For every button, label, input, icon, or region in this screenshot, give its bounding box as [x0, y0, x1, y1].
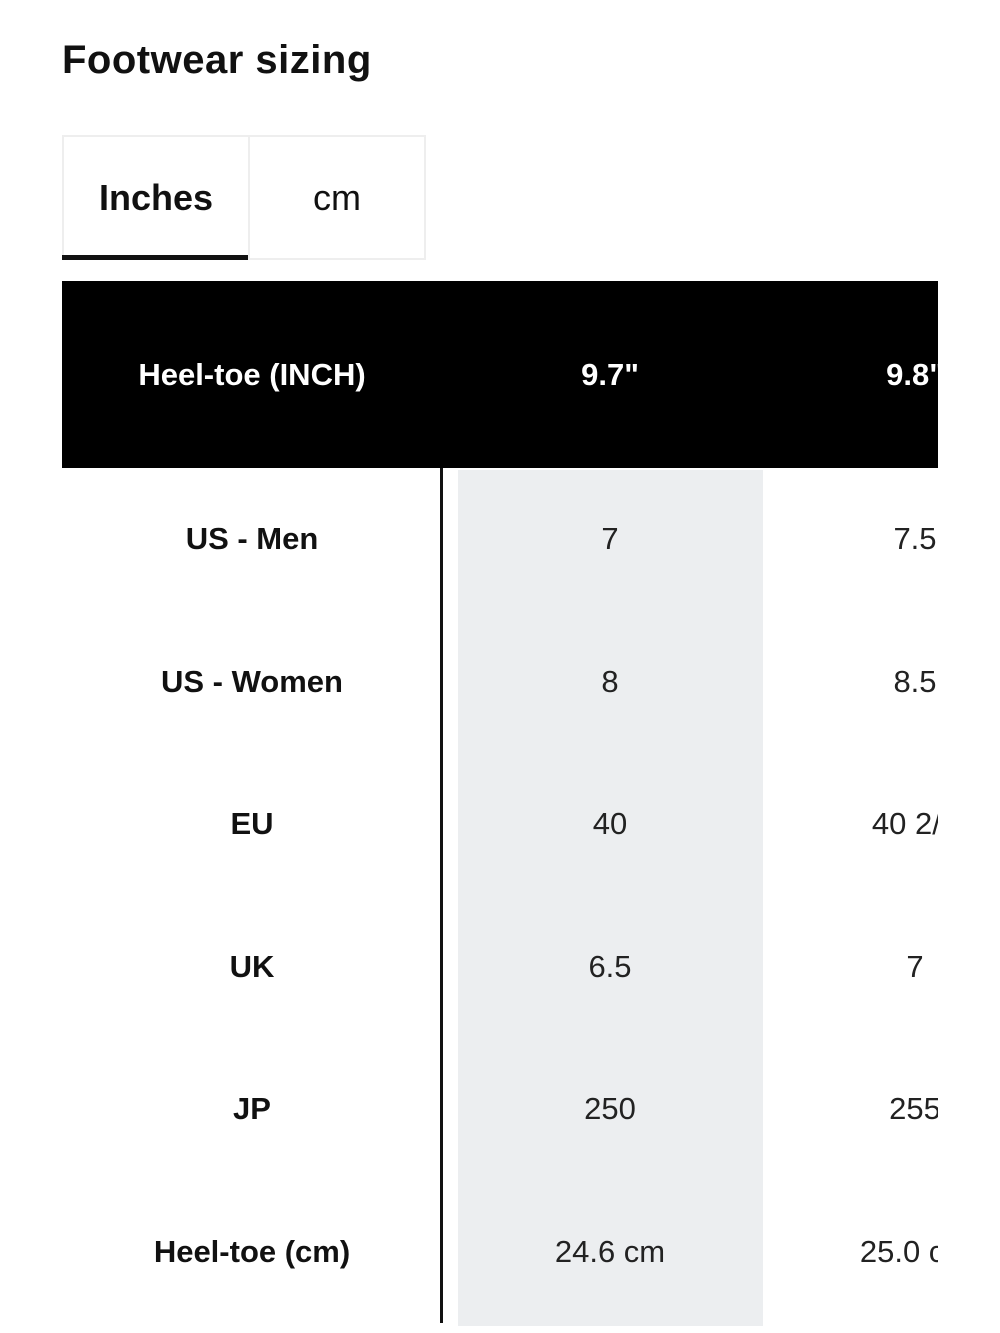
- unit-tab[interactable]: cm: [248, 137, 424, 258]
- row-label: Heel-toe (cm): [153, 1233, 351, 1269]
- size-value: 24.6 cm: [554, 1233, 666, 1269]
- highlight-column: [458, 470, 763, 1326]
- header-cell: 9.7": [581, 356, 639, 392]
- size-value: 40 2/3: [871, 806, 938, 842]
- size-value: 7: [906, 948, 924, 984]
- row-label: UK: [229, 948, 275, 984]
- header-cell: Heel-toe (INCH): [138, 356, 366, 392]
- size-value: 8.5: [893, 663, 937, 699]
- unit-tab[interactable]: Inches: [62, 137, 248, 260]
- header-cell: 9.8": [886, 356, 938, 392]
- size-table: Heel-toe (INCH) 9.7" 9.8" US - Men 7 7.5 US -…: [62, 281, 938, 1326]
- table-header: Heel-toe (INCH) 9.7" 9.8": [62, 281, 938, 468]
- size-value: 250: [584, 1091, 636, 1127]
- page-title: Footwear sizing: [62, 38, 372, 82]
- size-value: 25.0 cm: [859, 1233, 938, 1269]
- size-value: 255: [889, 1091, 938, 1127]
- row-label: JP: [233, 1091, 271, 1127]
- unit-tabs: Inches cm: [62, 135, 426, 260]
- size-value: 8: [601, 663, 619, 699]
- size-value: 6.5: [588, 948, 632, 984]
- column-divider: [440, 468, 443, 1323]
- row-label: US - Women: [161, 663, 343, 699]
- row-label: EU: [230, 806, 274, 842]
- size-value: 7.5: [893, 521, 937, 557]
- size-value: 7: [601, 521, 619, 557]
- size-value: 40: [592, 806, 628, 842]
- row-label: US - Men: [185, 521, 319, 557]
